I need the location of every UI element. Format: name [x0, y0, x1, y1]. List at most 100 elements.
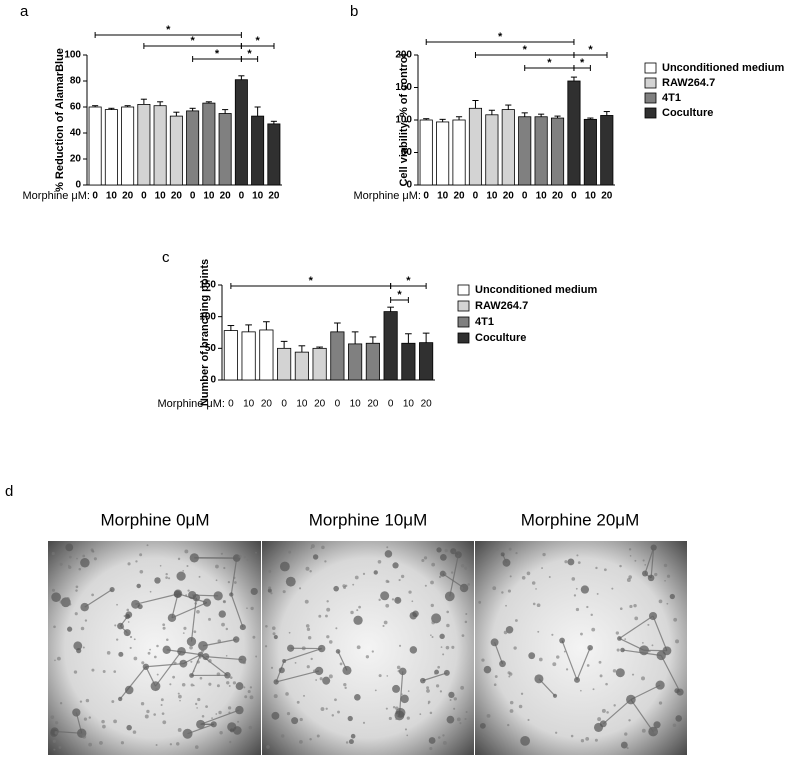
cell-cluster: [653, 721, 661, 729]
x-tick-label: 0: [335, 399, 341, 410]
cell: [305, 624, 310, 628]
cell: [215, 579, 218, 582]
x-tick-label: 20: [552, 191, 564, 202]
cell: [321, 545, 325, 550]
cell: [177, 557, 181, 561]
cell-cluster: [267, 588, 272, 593]
cell-cluster: [446, 715, 455, 724]
cell: [603, 568, 607, 572]
cell: [571, 577, 576, 581]
cell: [127, 621, 130, 623]
cell: [82, 646, 85, 649]
x-tick-label: 10: [585, 191, 597, 202]
cell-cluster: [278, 667, 285, 674]
cell: [482, 734, 485, 737]
bar: [241, 331, 256, 381]
bar: [534, 116, 548, 186]
cell: [247, 690, 251, 694]
cell: [201, 649, 205, 653]
cell: [169, 743, 173, 746]
cell: [220, 552, 223, 555]
cell-cluster: [314, 666, 324, 676]
cell: [166, 638, 169, 641]
cell: [181, 682, 186, 687]
panel-label: c: [162, 249, 170, 266]
cell-branch: [190, 597, 197, 642]
cell: [154, 655, 157, 659]
cell: [177, 728, 182, 732]
cell: [385, 603, 390, 608]
cell: [446, 610, 449, 614]
cell-cluster: [273, 634, 278, 640]
x-tick-label: 20: [122, 191, 134, 202]
cell: [305, 566, 310, 571]
legend-label: RAW264.7: [662, 77, 715, 89]
cell: [59, 600, 63, 604]
cell: [426, 689, 430, 693]
cell: [238, 554, 242, 559]
y-tick-label: 200: [395, 50, 412, 61]
cell: [68, 602, 72, 606]
cell: [307, 636, 312, 640]
cell: [208, 617, 211, 621]
cell: [426, 686, 430, 690]
cell: [219, 731, 223, 735]
cell: [382, 624, 385, 628]
cell: [641, 728, 646, 733]
x-axis-label: Morphine μM:: [158, 398, 225, 410]
significance-star: *: [256, 35, 261, 47]
cell: [310, 657, 313, 661]
y-axis-label: % Reduction of AlamarBlue: [54, 48, 66, 192]
cell: [339, 662, 343, 666]
cell: [626, 578, 631, 582]
cell-cluster: [380, 591, 390, 601]
cell-cluster: [124, 685, 134, 695]
cell: [325, 707, 328, 710]
cell: [146, 709, 150, 714]
x-tick-label: 20: [171, 191, 183, 202]
cell: [565, 668, 569, 671]
cell: [496, 547, 499, 551]
cell-branch: [205, 656, 243, 661]
cell: [431, 562, 436, 567]
cell: [592, 688, 595, 691]
cell: [385, 707, 388, 710]
panel-label: a: [20, 3, 29, 20]
bar: [348, 343, 363, 381]
x-tick-label: 0: [571, 191, 577, 202]
cell: [444, 548, 448, 553]
x-tick-label: 0: [522, 191, 528, 202]
cell: [237, 720, 240, 723]
x-tick-label: 10: [350, 399, 362, 410]
bar: [567, 80, 581, 186]
cell: [232, 681, 237, 685]
bar: [223, 330, 238, 381]
cell: [419, 713, 422, 716]
x-tick-label: 0: [473, 191, 479, 202]
cell: [53, 748, 56, 751]
cell: [328, 640, 333, 644]
cell: [126, 632, 130, 636]
cell: [386, 546, 389, 549]
cell: [246, 558, 249, 561]
cell: [226, 681, 230, 685]
cell: [177, 692, 180, 695]
cell: [133, 656, 138, 661]
cell: [162, 720, 167, 725]
cell-cluster: [567, 558, 575, 566]
cell-cluster: [333, 585, 339, 592]
cell: [165, 572, 168, 576]
cell: [675, 639, 680, 644]
cell: [641, 676, 645, 681]
cell: [271, 626, 276, 631]
cell: [378, 598, 381, 602]
cell: [120, 741, 125, 745]
bar: [419, 119, 433, 186]
cell: [160, 698, 164, 702]
x-tick-label: 10: [243, 399, 255, 410]
cell-cluster: [412, 610, 419, 618]
cell: [139, 553, 143, 557]
cell: [324, 560, 327, 563]
x-tick-label: 10: [403, 399, 415, 410]
cell-cluster: [229, 728, 234, 733]
